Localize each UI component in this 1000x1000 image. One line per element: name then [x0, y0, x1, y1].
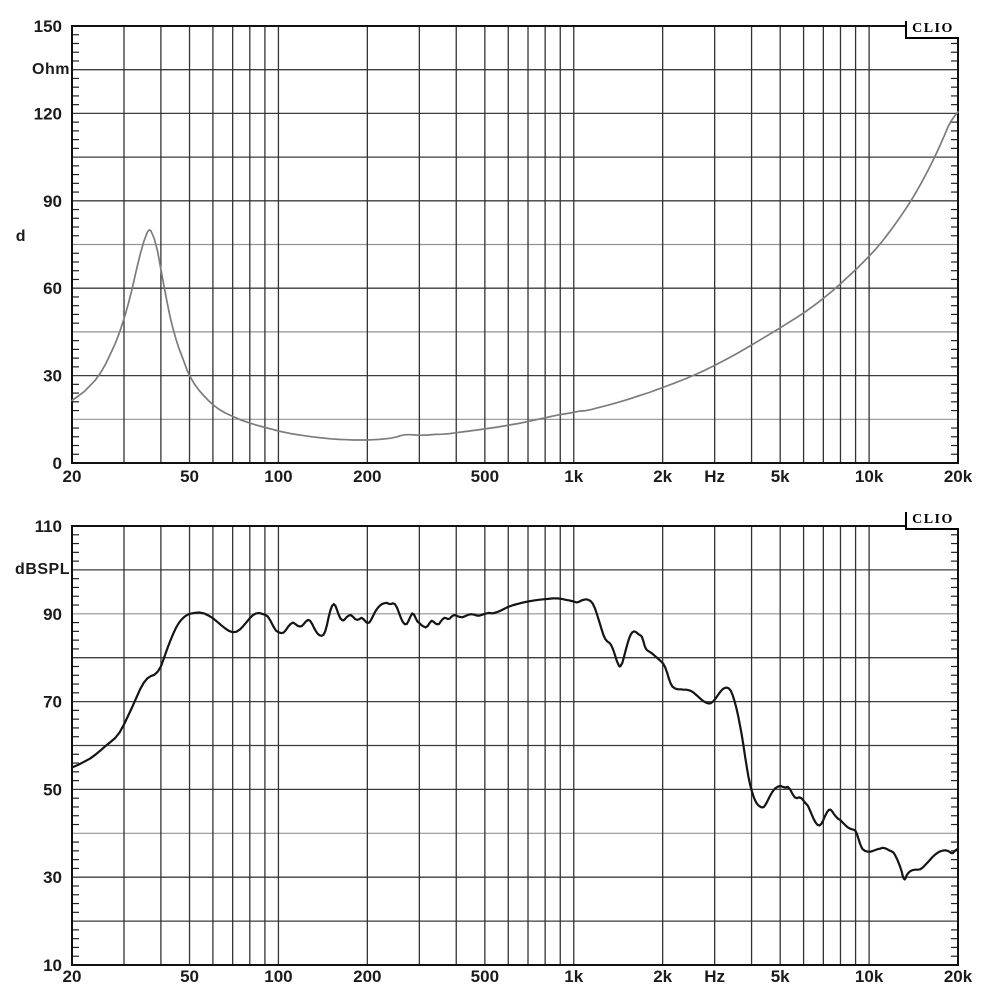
- impedance-x-tick-label-20: 20: [63, 467, 82, 486]
- spl-y-tick-label-110: 110: [35, 517, 62, 536]
- spl-x-tick-label-10k: 10k: [855, 967, 884, 986]
- spl-x-tick-label-2k: 2k: [653, 967, 672, 986]
- spl-x-tick-label-50: 50: [180, 967, 199, 986]
- impedance-x-tick-label-10k: 10k: [855, 467, 884, 486]
- spl-y-tick-label-70: 70: [43, 693, 62, 712]
- spl-x-tick-labels: 20 50 100 200 500 1k 2k Hz 5k 10k 20k: [63, 967, 973, 986]
- spl-x-tick-label-1k: 1k: [564, 967, 583, 986]
- clio-logo-top-chart: CLIO: [905, 21, 959, 39]
- impedance-y-tick-labels: 150 120 90 60 30 0: [34, 17, 62, 473]
- clio-logo-bottom-chart: CLIO: [905, 512, 959, 530]
- spl-x-tick-label-5k: 5k: [771, 967, 790, 986]
- impedance-left-label: d: [15, 228, 26, 245]
- impedance-x-tick-label-100: 100: [264, 467, 292, 486]
- impedance-magnitude-curve: [71, 111, 959, 441]
- impedance-unit-label: Ohm: [32, 61, 70, 78]
- impedance-y-tick-label-150: 150: [34, 17, 62, 36]
- impedance-y-tick-label-30: 30: [43, 367, 62, 386]
- impedance-y-tick-label-90: 90: [43, 192, 62, 211]
- spl-y-tick-labels: 110 90 70 50 30 10: [35, 517, 62, 975]
- spl-v-gridlines: [123, 526, 870, 965]
- spl-unit-label: dBSPL: [15, 561, 70, 578]
- impedance-y-tick-label-0: 0: [53, 454, 62, 473]
- frequency-response-curve: [70, 597, 960, 881]
- impedance-x-tick-label-2k: 2k: [653, 467, 672, 486]
- impedance-chart: 150 120 90 60 30 020 50 100 200 500 1k 2k Hz 5k 10k 20k: [34, 17, 973, 486]
- spl-x-tick-label-100: 100: [264, 967, 292, 986]
- impedance-y-tick-label-120: 120: [34, 104, 62, 123]
- spl-minor-ticks: [72, 534, 958, 957]
- impedance-h-gridlines: [72, 69, 958, 420]
- impedance-v-gridlines: [123, 26, 870, 463]
- spl-y-tick-label-30: 30: [43, 868, 62, 887]
- spl-plot-border: [71, 525, 959, 966]
- impedance-minor-ticks: [72, 34, 958, 455]
- spl-x-tick-label-Hz: Hz: [704, 967, 725, 986]
- spl-h-gridlines: [72, 569, 958, 922]
- spl-y-tick-label-90: 90: [43, 605, 62, 624]
- impedance-x-tick-label-20k: 20k: [944, 467, 973, 486]
- spl-x-tick-label-20k: 20k: [944, 967, 973, 986]
- spl-x-tick-label-200: 200: [353, 967, 381, 986]
- impedance-x-tick-label-Hz: Hz: [704, 467, 725, 486]
- spl-x-tick-label-20: 20: [63, 967, 82, 986]
- spl-y-tick-label-10: 10: [43, 956, 62, 975]
- impedance-y-tick-label-60: 60: [43, 279, 62, 298]
- spl-x-tick-label-500: 500: [471, 967, 499, 986]
- impedance-x-tick-labels: 20 50 100 200 500 1k 2k Hz 5k 10k 20k: [63, 467, 973, 486]
- spl-y-tick-label-50: 50: [43, 780, 62, 799]
- impedance-x-tick-label-5k: 5k: [771, 467, 790, 486]
- impedance-x-tick-label-1k: 1k: [564, 467, 583, 486]
- impedance-x-tick-label-500: 500: [471, 467, 499, 486]
- impedance-x-tick-label-200: 200: [353, 467, 381, 486]
- impedance-x-tick-label-50: 50: [180, 467, 199, 486]
- impedance-plot-border: [71, 25, 959, 464]
